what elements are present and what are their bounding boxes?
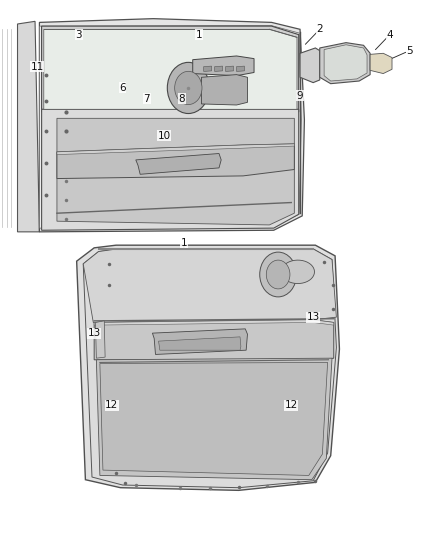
Text: 10: 10 bbox=[158, 131, 171, 141]
Polygon shape bbox=[94, 320, 334, 361]
Polygon shape bbox=[136, 154, 221, 174]
Text: 11: 11 bbox=[31, 62, 44, 71]
Polygon shape bbox=[281, 260, 314, 284]
Polygon shape bbox=[83, 249, 336, 488]
Text: 6: 6 bbox=[119, 83, 126, 93]
Polygon shape bbox=[100, 362, 328, 475]
Text: 1: 1 bbox=[196, 30, 203, 39]
Text: 2: 2 bbox=[316, 25, 323, 34]
Text: 8: 8 bbox=[178, 94, 185, 103]
Polygon shape bbox=[226, 66, 233, 71]
Polygon shape bbox=[77, 245, 339, 490]
Text: 1: 1 bbox=[180, 238, 187, 247]
Text: 7: 7 bbox=[143, 94, 150, 103]
Polygon shape bbox=[215, 66, 223, 71]
Text: 3: 3 bbox=[75, 30, 82, 39]
Circle shape bbox=[167, 62, 209, 114]
Circle shape bbox=[260, 252, 297, 297]
Polygon shape bbox=[237, 66, 244, 71]
Text: 4: 4 bbox=[386, 30, 393, 39]
Text: 13: 13 bbox=[307, 312, 320, 322]
Polygon shape bbox=[42, 109, 299, 230]
Text: 12: 12 bbox=[285, 400, 298, 410]
Circle shape bbox=[266, 260, 290, 289]
Polygon shape bbox=[204, 66, 212, 71]
Polygon shape bbox=[96, 358, 332, 480]
Polygon shape bbox=[83, 249, 336, 322]
Polygon shape bbox=[95, 321, 105, 358]
Polygon shape bbox=[94, 320, 334, 325]
Polygon shape bbox=[300, 48, 320, 83]
Polygon shape bbox=[18, 21, 39, 232]
Polygon shape bbox=[193, 56, 254, 76]
Polygon shape bbox=[324, 45, 367, 81]
Text: 12: 12 bbox=[105, 400, 118, 410]
Polygon shape bbox=[159, 337, 241, 350]
Polygon shape bbox=[57, 118, 294, 225]
Polygon shape bbox=[201, 75, 247, 105]
Text: 13: 13 bbox=[88, 328, 101, 338]
Polygon shape bbox=[370, 53, 392, 74]
Polygon shape bbox=[39, 26, 301, 228]
Polygon shape bbox=[152, 329, 247, 354]
Polygon shape bbox=[320, 43, 370, 84]
Text: 9: 9 bbox=[297, 91, 304, 101]
Polygon shape bbox=[57, 144, 294, 155]
Polygon shape bbox=[42, 26, 299, 112]
Text: 5: 5 bbox=[406, 46, 413, 55]
Polygon shape bbox=[57, 144, 294, 179]
Circle shape bbox=[175, 71, 202, 104]
Polygon shape bbox=[39, 19, 304, 232]
Polygon shape bbox=[44, 29, 297, 109]
